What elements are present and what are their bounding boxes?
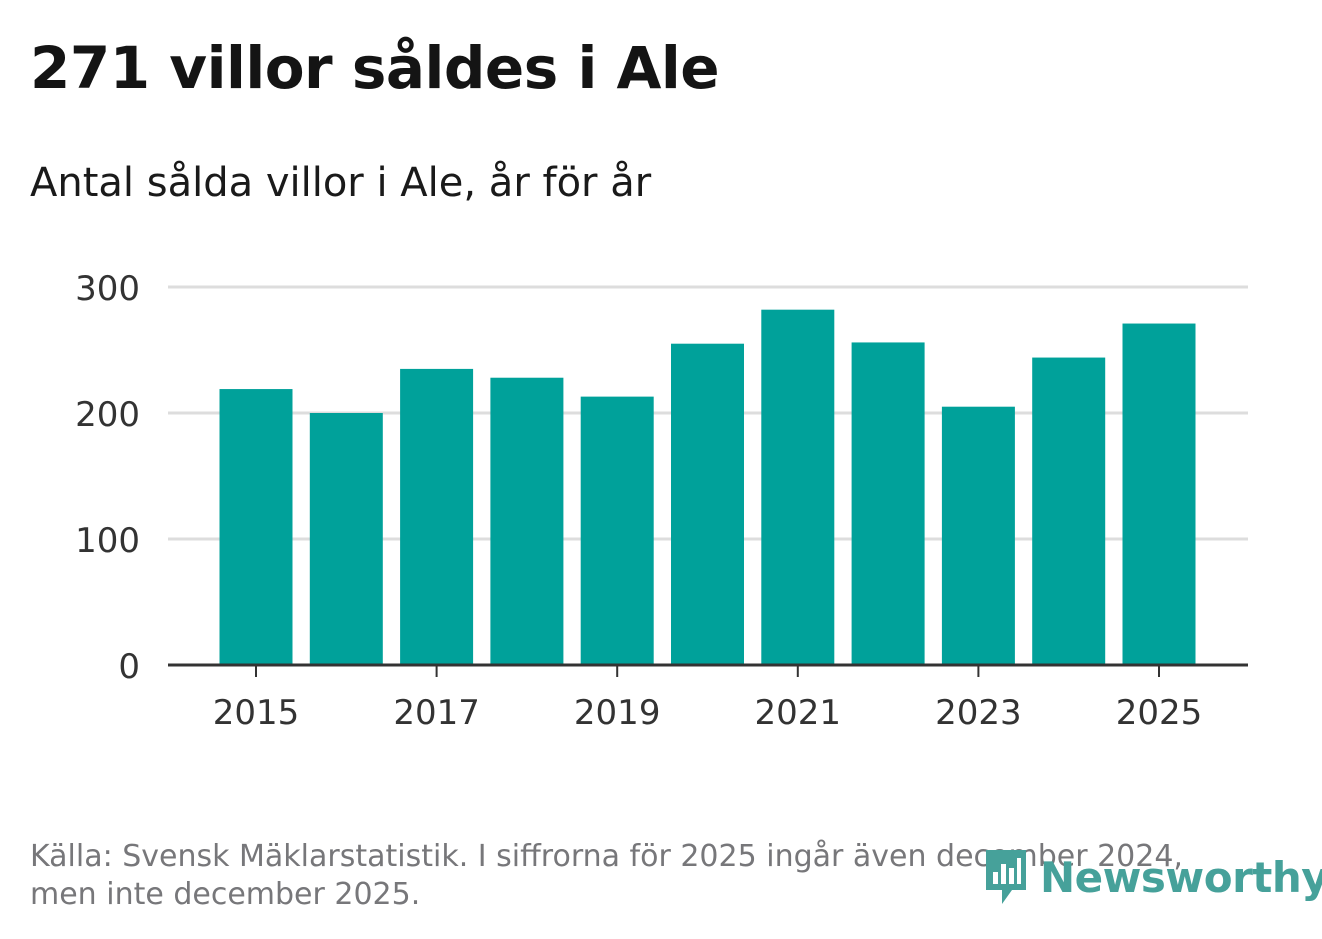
newsworthy-logo: Newsworthy [982, 846, 1322, 908]
bar-2021 [761, 309, 835, 665]
x-tick-label-2021: 2021 [755, 693, 842, 733]
y-tick-label-0: 0 [118, 647, 140, 687]
y-tick-label-100: 100 [75, 521, 140, 561]
newsworthy-chart-bubble-icon [986, 850, 1026, 904]
bar-2018 [490, 377, 564, 665]
x-tick-label-2023: 2023 [935, 693, 1022, 733]
bar-2022 [851, 342, 925, 665]
y-tick-label-300: 300 [75, 269, 140, 309]
bar-2017 [400, 368, 474, 665]
y-tick-label-200: 200 [75, 395, 140, 435]
bar-2019 [580, 396, 654, 665]
x-tick-label-2017: 2017 [393, 693, 480, 733]
x-tick-label-2025: 2025 [1116, 693, 1203, 733]
bar-2025 [1122, 323, 1196, 665]
x-tick-label-2015: 2015 [213, 693, 300, 733]
chart-title: 271 villor såldes i Ale [30, 34, 720, 102]
bar-2023 [941, 406, 1015, 665]
bar-2020 [671, 343, 744, 665]
chart-subtitle: Antal sålda villor i Ale, år för år [30, 160, 652, 206]
bar-2016 [309, 413, 383, 665]
bar-2015 [219, 389, 293, 665]
x-tick-label-2019: 2019 [574, 693, 661, 733]
brand-name: Newsworthy [1040, 852, 1322, 902]
bar-2024 [1032, 357, 1106, 665]
